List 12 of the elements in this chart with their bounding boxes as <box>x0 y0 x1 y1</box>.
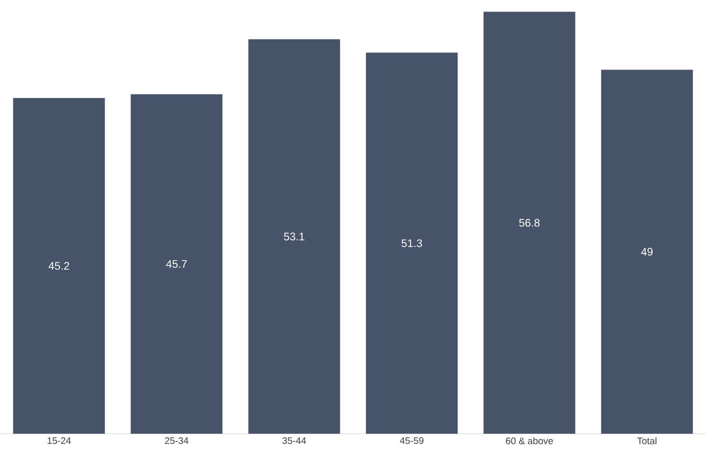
x-tick-label: 25-34 <box>164 437 188 444</box>
data-label: 51.3 <box>402 239 422 248</box>
data-label: 53.1 <box>284 232 304 241</box>
x-tick-label: 35-44 <box>282 437 306 444</box>
x-tick-label: 60 & above <box>506 437 553 444</box>
x-tick-label: Total <box>637 437 656 444</box>
data-label: 56.8 <box>519 219 540 227</box>
data-label: 45.7 <box>166 260 187 268</box>
x-tick-label: 15-24 <box>48 437 71 444</box>
x-tick-label: 45-59 <box>400 437 424 444</box>
data-label: 45.2 <box>48 262 70 270</box>
data-label: 49 <box>641 248 653 256</box>
